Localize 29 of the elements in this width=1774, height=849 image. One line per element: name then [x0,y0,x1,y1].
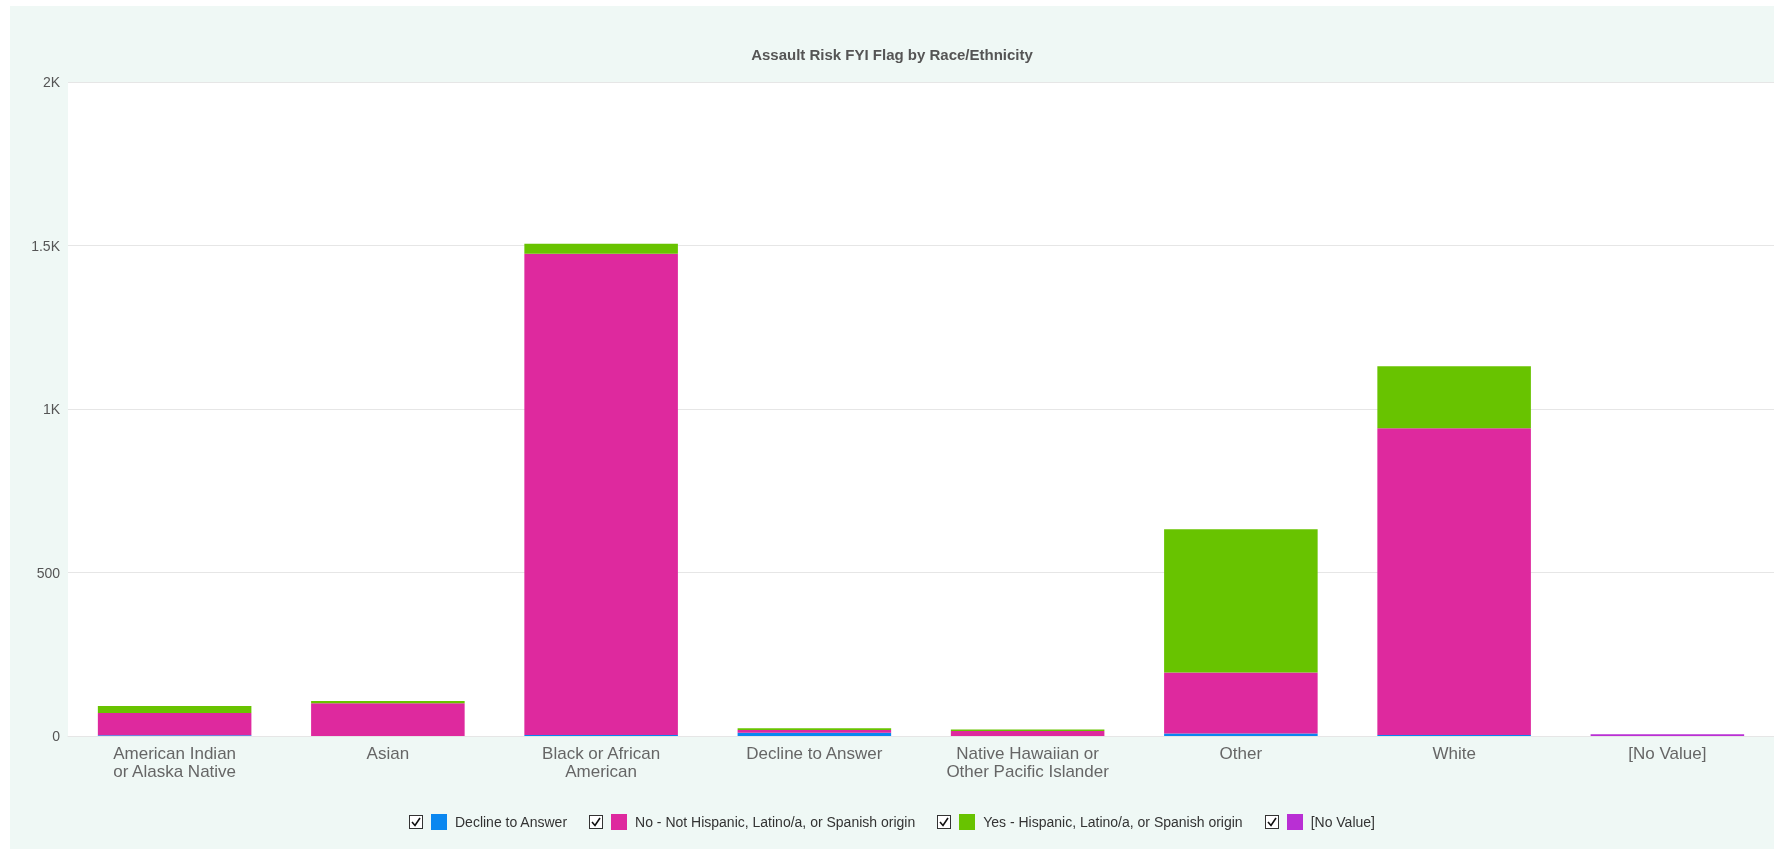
y-tick-label: 500 [36,564,61,581]
legend-label: Decline to Answer [455,814,568,830]
bar [1164,529,1318,673]
bar [97,705,252,714]
legend-label: Yes - Hispanic, Latino/a, or Spanish origin [983,814,1243,830]
x-tick-label: Decline to Answer [746,743,883,763]
bar [97,713,252,736]
bar [524,253,678,736]
x-tick-label: Asian [366,743,410,763]
y-tick-label: 0 [52,728,61,744]
bar [524,243,678,254]
bar [1164,672,1318,734]
x-tick-label: Other [1219,743,1263,763]
bar [1377,428,1531,736]
x-tick-label: American Indian or Alaska Native [113,743,237,781]
chart-title: Assault Risk FYI Flag by Race/Ethnicity [751,46,1034,63]
y-tick-label: 1.5K [31,237,61,254]
x-tick-label: [No Value] [1628,743,1707,763]
bar [311,703,465,736]
x-tick-label: Black or African American [542,743,661,781]
legend-label: No - Not Hispanic, Latino/a, or Spanish origin [635,814,916,830]
x-tick-label: White [1432,743,1476,763]
y-tick-label: 1K [42,401,61,417]
bar [1164,733,1318,736]
bar [950,731,1105,736]
bar [1377,366,1531,429]
legend-label: [No Value] [1310,814,1375,830]
x-tick-label: Native Hawaiian or Other Pacific Islander [946,743,1110,781]
y-tick-label: 2K [42,74,61,90]
